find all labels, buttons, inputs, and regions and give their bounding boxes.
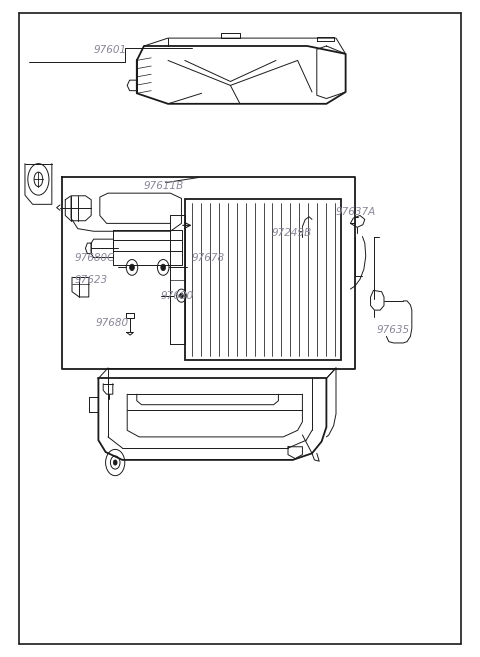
Text: 97249B: 97249B	[271, 227, 312, 238]
Text: 97623: 97623	[74, 275, 108, 285]
Text: 97680: 97680	[161, 291, 194, 302]
Circle shape	[130, 264, 134, 271]
Circle shape	[113, 460, 117, 465]
Circle shape	[161, 264, 166, 271]
Text: 97611B: 97611B	[144, 181, 184, 191]
Text: 97678: 97678	[192, 253, 225, 263]
Text: 97637A: 97637A	[336, 206, 376, 217]
Text: 97601: 97601	[94, 45, 127, 55]
Bar	[185, 199, 341, 360]
Text: 97635: 97635	[377, 325, 410, 335]
Circle shape	[180, 293, 183, 298]
Text: 97680C: 97680C	[74, 253, 115, 263]
Text: 97680: 97680	[96, 318, 129, 328]
